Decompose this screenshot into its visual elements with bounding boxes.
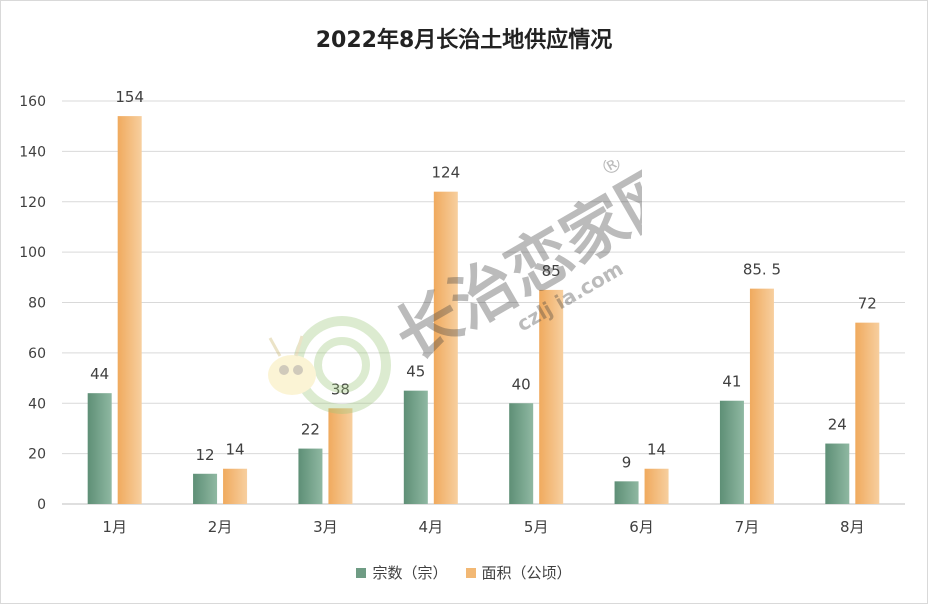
data-label: 85. 5 [743,261,781,279]
y-tick-label: 20 [28,447,46,463]
x-axis-ticks: 1月 2月 3月 4月 5月 6月 7月 8月 [102,518,864,536]
x-tick-label: 4月 [419,518,444,536]
data-label: 41 [722,373,741,391]
data-label: 12 [196,446,215,464]
data-label: 45 [406,363,425,381]
data-label: 14 [226,441,245,459]
x-tick-label: 6月 [629,518,654,536]
y-tick-label: 80 [28,296,46,312]
bar-count [298,448,323,504]
bar-area [117,116,142,505]
data-label: 124 [431,164,460,182]
bar-count [509,403,534,504]
y-tick-label: 0 [37,497,46,513]
bar-count [614,481,639,504]
x-tick-label: 3月 [313,518,338,536]
bar-count [719,400,744,504]
data-label: 40 [512,375,531,393]
bar-area [644,468,669,504]
y-tick-label: 100 [19,245,46,261]
legend-label-area: 面积（公顷） [481,564,572,582]
y-tick-label: 40 [28,396,46,412]
data-label: 14 [647,441,666,459]
y-axis-ticks: 0 20 40 60 80 100 120 140 160 [19,94,46,513]
data-labels: 44 154 12 14 22 38 45 124 40 85 9 14 41 85. 5 24 72 [90,88,877,471]
bar-area [433,191,458,505]
data-label: 24 [828,416,847,434]
data-label: 154 [115,88,144,106]
legend-item-count: 宗数（宗） [356,562,448,583]
x-tick-label: 5月 [524,518,549,536]
x-tick-label: 7月 [735,518,760,536]
chart-title: 2022年8月长治土地供应情况 [315,28,613,53]
y-tick-label: 160 [19,94,46,110]
y-tick-label: 140 [19,144,46,160]
bar-count [403,390,428,504]
legend-label-count: 宗数（宗） [372,564,448,582]
bar-count [825,443,850,504]
bars [87,116,880,505]
x-tick-label: 1月 [102,518,127,536]
chart-legend: 宗数（宗） 面积（公顷） [0,562,928,583]
legend-swatch-green [356,567,367,578]
y-tick-label: 120 [19,195,46,211]
bar-area [855,322,880,504]
data-label: 9 [622,453,632,471]
bar-count [87,393,112,504]
legend-item-area: 面积（公顷） [465,562,572,583]
x-tick-label: 2月 [208,518,233,536]
bar-area [223,468,248,504]
data-label: 44 [90,365,109,383]
bar-area [749,288,774,504]
data-label: 85 [542,262,561,280]
data-label: 22 [301,421,320,439]
legend-swatch-orange [465,567,476,578]
gridlines [62,100,905,505]
data-label: 72 [858,295,877,313]
bar-count [193,473,218,504]
data-label: 38 [331,380,350,398]
x-tick-label: 8月 [840,518,865,536]
bar-area [539,289,564,504]
y-tick-label: 60 [28,346,46,362]
bar-area [328,408,353,504]
